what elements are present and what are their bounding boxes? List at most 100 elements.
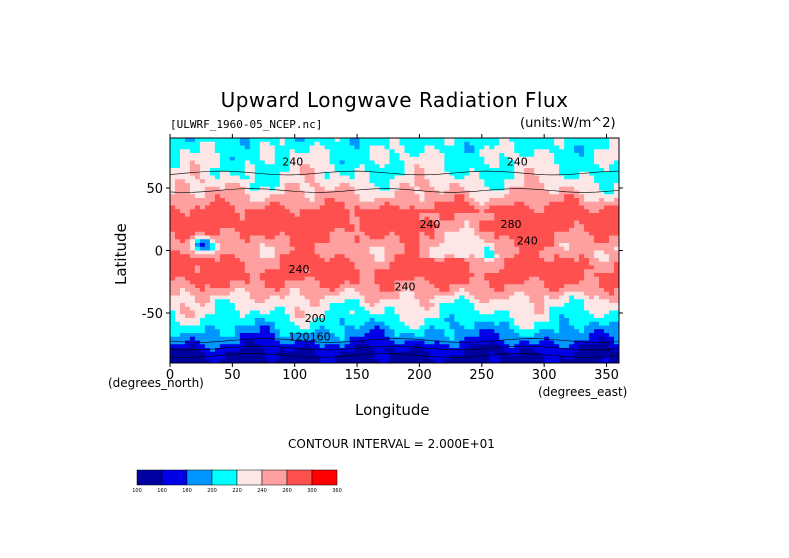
field-cell [289,273,296,278]
field-cell [274,220,281,225]
field-cell [289,310,296,315]
field-cell [294,141,301,146]
field-cell [204,246,211,251]
field-cell [394,168,400,173]
field-cell [234,168,241,173]
field-cell [494,220,500,225]
field-cell [184,254,191,259]
field-cell [604,333,610,338]
field-cell [244,280,251,285]
field-cell [614,228,620,233]
field-cell [379,224,385,229]
field-cell [329,329,336,334]
field-cell [394,265,400,270]
field-cell [534,265,540,270]
field-cell [549,205,555,210]
field-cell [569,145,575,150]
field-cell [399,250,405,255]
field-cell [344,209,350,214]
field-cell [329,288,336,293]
field-cell [279,243,286,248]
field-cell [484,205,490,210]
field-cell [449,216,455,221]
field-cell [189,194,196,199]
field-cell [359,153,365,158]
field-cell [584,261,590,266]
field-cell [479,138,485,143]
field-cell [494,306,500,311]
field-cell [229,205,236,210]
field-cell [479,325,485,330]
field-cell [519,303,525,308]
field-cell [314,280,321,285]
field-cell [424,306,430,311]
field-cell [444,318,450,323]
field-cell [384,243,390,248]
field-cell [469,243,475,248]
field-cell [379,258,385,263]
field-cell [574,216,580,221]
field-cell [304,265,311,270]
field-cell [339,310,346,315]
field-cell [339,149,346,154]
field-cell [219,291,226,296]
field-cell [409,175,415,180]
field-cell [299,291,306,296]
field-cell [409,171,415,176]
field-cell [334,310,341,315]
field-cell [234,333,241,338]
field-cell [534,235,540,240]
field-cell [404,314,410,319]
field-cell [594,336,600,341]
field-cell [359,209,365,214]
field-cell [269,299,276,304]
field-cell [204,156,211,161]
field-cell [494,250,500,255]
field-cell [259,250,266,255]
field-cell [384,265,390,270]
field-cell [244,261,251,266]
field-cell [199,138,206,143]
field-cell [579,299,585,304]
field-cell [494,246,500,251]
field-cell [254,303,261,308]
field-cell [479,291,485,296]
field-cell [469,149,475,154]
field-cell [224,138,231,143]
field-cell [544,243,550,248]
field-cell [489,325,495,330]
field-cell [594,141,600,146]
field-cell [284,333,291,338]
field-cell [419,321,425,326]
field-cell [614,273,620,278]
field-cell [269,265,276,270]
field-cell [339,306,346,311]
field-cell [504,243,510,248]
field-cell [609,216,615,221]
field-cell [559,299,565,304]
field-cell [204,220,211,225]
field-cell [189,250,196,255]
field-cell [359,329,365,334]
field-cell [599,194,605,199]
field-cell [234,288,241,293]
field-cell [244,194,251,199]
field-cell [259,145,266,150]
field-cell [434,340,440,345]
field-cell [194,318,201,323]
field-cell [579,303,585,308]
field-cell [474,254,480,259]
field-cell [394,250,400,255]
field-cell [204,325,211,330]
field-cell [599,145,605,150]
field-cell [424,340,430,345]
field-cell [404,160,410,165]
field-cell [254,231,261,236]
field-cell [174,220,181,225]
field-cell [324,258,331,263]
field-cell [234,149,241,154]
field-cell [574,325,580,330]
field-cell [454,321,460,326]
field-cell [564,205,570,210]
field-cell [549,336,555,341]
